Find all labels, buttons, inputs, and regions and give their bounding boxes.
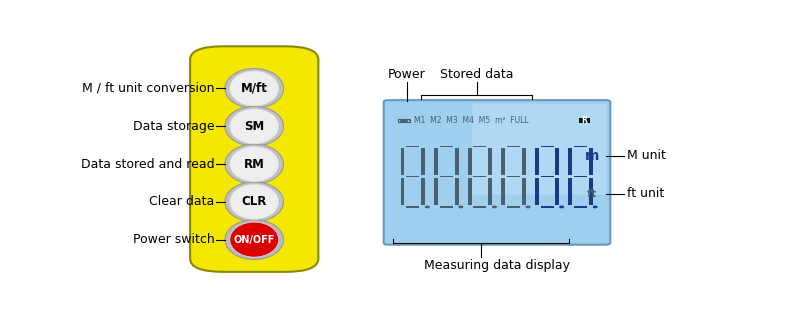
FancyBboxPatch shape — [474, 146, 486, 147]
Ellipse shape — [225, 144, 284, 184]
FancyBboxPatch shape — [440, 146, 453, 147]
FancyBboxPatch shape — [440, 176, 453, 177]
Text: M/ft: M/ft — [241, 82, 268, 95]
Text: M unit: M unit — [626, 149, 666, 162]
FancyBboxPatch shape — [535, 148, 539, 175]
Text: Measuring data display: Measuring data display — [424, 259, 570, 272]
FancyBboxPatch shape — [407, 176, 419, 177]
FancyBboxPatch shape — [574, 146, 587, 147]
FancyBboxPatch shape — [568, 148, 572, 175]
FancyBboxPatch shape — [574, 206, 587, 208]
FancyBboxPatch shape — [400, 178, 404, 205]
FancyBboxPatch shape — [574, 176, 587, 177]
Ellipse shape — [225, 106, 284, 146]
Circle shape — [526, 206, 530, 208]
FancyBboxPatch shape — [507, 176, 520, 177]
Circle shape — [492, 206, 496, 208]
FancyBboxPatch shape — [472, 104, 606, 195]
FancyBboxPatch shape — [507, 146, 520, 147]
Ellipse shape — [230, 109, 279, 144]
Text: ft: ft — [587, 188, 597, 198]
FancyBboxPatch shape — [489, 178, 492, 205]
Ellipse shape — [230, 222, 279, 257]
FancyBboxPatch shape — [522, 148, 526, 175]
Ellipse shape — [225, 220, 284, 260]
FancyBboxPatch shape — [556, 148, 559, 175]
FancyBboxPatch shape — [434, 178, 438, 205]
FancyBboxPatch shape — [535, 178, 539, 205]
Circle shape — [560, 206, 563, 208]
FancyBboxPatch shape — [190, 46, 318, 272]
Text: ON/OFF: ON/OFF — [233, 235, 275, 245]
Text: m: m — [585, 149, 599, 163]
Ellipse shape — [225, 182, 284, 222]
FancyBboxPatch shape — [541, 206, 553, 208]
FancyBboxPatch shape — [407, 146, 419, 147]
Ellipse shape — [230, 71, 279, 106]
Text: M / ft unit conversion: M / ft unit conversion — [82, 82, 214, 95]
FancyBboxPatch shape — [579, 118, 590, 123]
Text: Data storage: Data storage — [133, 120, 214, 133]
FancyBboxPatch shape — [468, 148, 471, 175]
FancyBboxPatch shape — [440, 206, 453, 208]
FancyBboxPatch shape — [501, 148, 505, 175]
FancyBboxPatch shape — [489, 148, 492, 175]
FancyBboxPatch shape — [568, 178, 572, 205]
FancyBboxPatch shape — [407, 206, 419, 208]
FancyBboxPatch shape — [589, 148, 593, 175]
Polygon shape — [400, 119, 407, 121]
Text: R: R — [582, 116, 588, 125]
FancyBboxPatch shape — [384, 100, 610, 245]
FancyBboxPatch shape — [400, 148, 404, 175]
Ellipse shape — [230, 184, 279, 219]
Text: Power switch: Power switch — [133, 233, 214, 246]
FancyBboxPatch shape — [434, 148, 438, 175]
FancyBboxPatch shape — [507, 206, 520, 208]
FancyBboxPatch shape — [455, 178, 459, 205]
Text: RM: RM — [243, 158, 265, 170]
FancyBboxPatch shape — [589, 178, 593, 205]
Text: Data stored and read: Data stored and read — [81, 158, 214, 170]
FancyBboxPatch shape — [421, 148, 425, 175]
FancyBboxPatch shape — [501, 178, 505, 205]
Circle shape — [593, 206, 597, 208]
Circle shape — [459, 206, 463, 208]
FancyBboxPatch shape — [468, 178, 471, 205]
Text: CLR: CLR — [242, 195, 267, 208]
Text: Clear data: Clear data — [149, 195, 214, 208]
FancyBboxPatch shape — [474, 206, 486, 208]
FancyBboxPatch shape — [421, 178, 425, 205]
Circle shape — [426, 206, 429, 208]
FancyBboxPatch shape — [409, 120, 411, 121]
FancyBboxPatch shape — [474, 176, 486, 177]
Text: Power: Power — [388, 68, 426, 82]
FancyBboxPatch shape — [522, 178, 526, 205]
FancyBboxPatch shape — [556, 178, 559, 205]
Ellipse shape — [225, 69, 284, 108]
Text: M1  M2  M3  M4  M5  m²  FULL: M1 M2 M3 M4 M5 m² FULL — [414, 116, 529, 125]
FancyBboxPatch shape — [541, 146, 553, 147]
FancyBboxPatch shape — [541, 176, 553, 177]
Text: ft unit: ft unit — [626, 187, 664, 200]
FancyBboxPatch shape — [455, 148, 459, 175]
Text: Stored data: Stored data — [440, 68, 514, 82]
Ellipse shape — [230, 146, 279, 181]
Text: SM: SM — [244, 120, 264, 133]
